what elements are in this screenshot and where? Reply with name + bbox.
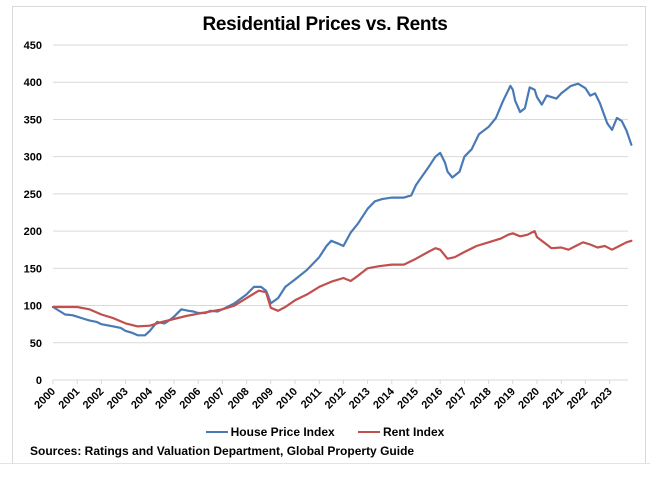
y-tick-label: 450 [24,40,42,52]
x-tick-label: 2010 [274,386,300,412]
x-tick-label: 2003 [105,386,131,412]
y-tick-label: 50 [30,338,42,350]
x-tick-label: 2013 [347,386,373,412]
x-tick-label: 2016 [420,386,446,412]
x-tick-label: 2015 [395,386,421,412]
x-axis-ticks: 2000200120022003200420052006200720082009… [32,380,615,412]
source-note: Sources: Ratings and Valuation Departmen… [30,444,415,458]
y-tick-label: 350 [24,114,42,126]
x-tick-label: 2019 [492,386,518,412]
x-tick-label: 2009 [250,386,276,412]
x-tick-label: 2023 [589,386,615,412]
x-tick-label: 2008 [226,386,252,412]
y-tick-label: 100 [24,301,42,313]
x-tick-label: 2006 [178,386,204,412]
gridlines [53,44,628,344]
legend-item-rent: Rent Index [358,425,444,439]
x-tick-label: 2021 [541,386,567,412]
x-tick-label: 2004 [129,385,155,411]
y-tick-label: 0 [36,375,42,387]
x-tick-label: 2022 [565,386,591,412]
x-tick-label: 2014 [371,385,397,411]
legend-label-house-price: House Price Index [230,425,335,439]
legend-swatch-house-price [205,431,228,433]
legend-swatch-rent [358,431,381,433]
y-tick-label: 400 [24,77,42,89]
y-axis-ticks: 0 50 100 150 200 250 300 350 400 450 [24,40,42,387]
x-tick-label: 2001 [57,386,83,412]
series-line-rent-index [51,230,633,328]
x-tick-label: 2007 [202,386,228,412]
series-line-house-price-index [51,82,633,337]
legend-item-house-price: House Price Index [205,425,335,439]
x-tick-label: 2002 [81,386,107,412]
series-lines [51,82,633,337]
legend-label-rent: Rent Index [383,425,445,439]
legend: House Price Index Rent Index [0,422,650,439]
x-tick-label: 2020 [516,386,542,412]
x-tick-label: 2018 [468,386,494,412]
y-tick-label: 300 [24,152,42,164]
y-tick-label: 150 [24,263,42,275]
y-tick-label: 200 [24,226,42,238]
chart-title: Residential Prices vs. Rents [202,14,448,35]
x-tick-label: 2000 [32,386,58,412]
x-tick-label: 2005 [153,386,179,412]
y-tick-label: 250 [24,189,42,201]
frame-divider [0,463,650,464]
x-tick-label: 2011 [299,386,324,411]
x-tick-label: 2017 [444,386,470,412]
x-tick-label: 2012 [323,386,349,412]
